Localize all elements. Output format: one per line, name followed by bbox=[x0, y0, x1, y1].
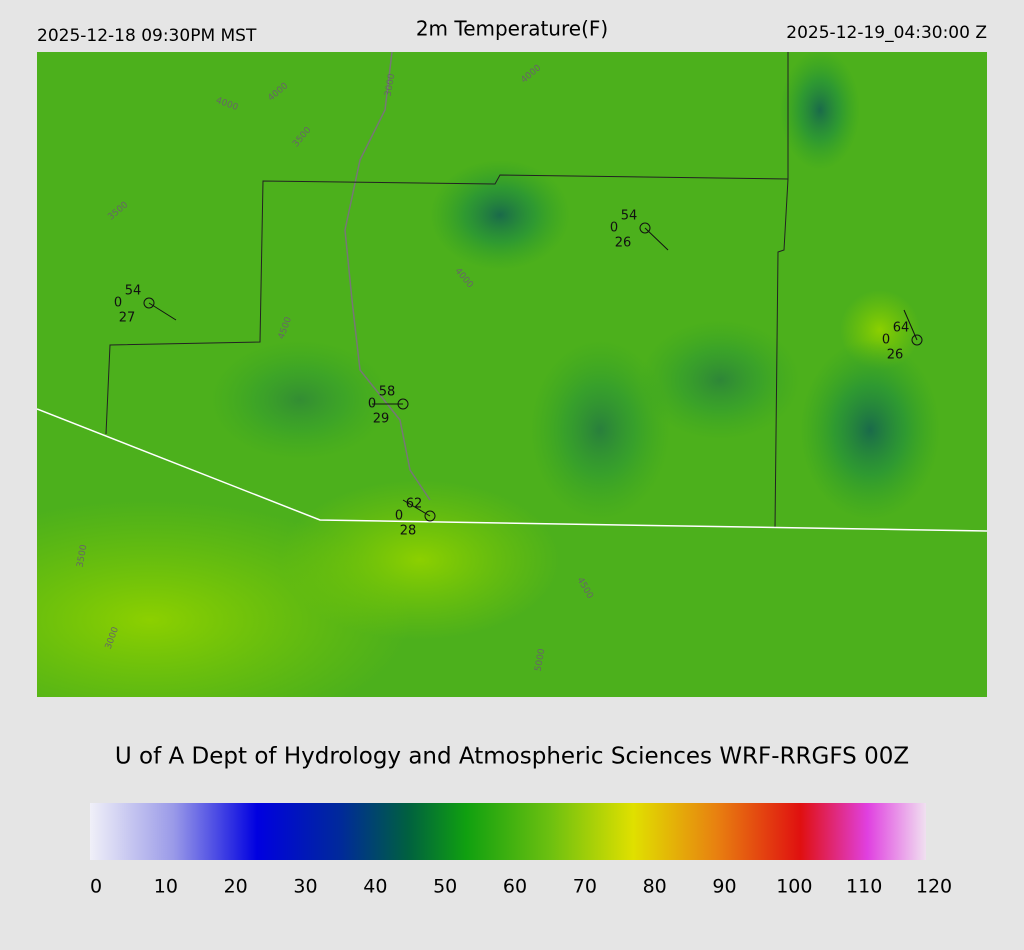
colorbar-tick-label: 80 bbox=[643, 876, 667, 898]
colorbar-tick-label: 40 bbox=[363, 876, 387, 898]
wind-barb bbox=[644, 227, 669, 251]
wind-barb bbox=[903, 309, 918, 341]
cool-area bbox=[780, 52, 860, 170]
valid-time-local: 2025-12-18 09:30PM MST bbox=[37, 26, 257, 46]
temperature: 64 bbox=[893, 321, 910, 336]
footer: U of A Dept of Hydrology and Atmospheric… bbox=[115, 744, 909, 770]
cool-area bbox=[800, 340, 940, 520]
station-circle bbox=[639, 222, 651, 234]
colorbar bbox=[90, 803, 926, 860]
colorbar-tick-label: 110 bbox=[846, 876, 882, 898]
wind-barb bbox=[402, 499, 431, 517]
dewpoint: 27 bbox=[119, 311, 136, 326]
wind: 0 bbox=[368, 397, 376, 412]
wind: 0 bbox=[882, 333, 890, 348]
cool-area bbox=[530, 340, 670, 520]
wind: 0 bbox=[395, 509, 403, 524]
dewpoint: 26 bbox=[887, 348, 904, 363]
wind: 0 bbox=[610, 221, 618, 236]
cool-area bbox=[210, 340, 390, 460]
valid-time-utc: 2025-12-19_04:30:00 Z bbox=[786, 23, 987, 43]
colorbar-tick-label: 70 bbox=[573, 876, 597, 898]
colorbar-tick-label: 20 bbox=[224, 876, 248, 898]
cool-area bbox=[640, 320, 800, 440]
colorbar-tick-label: 90 bbox=[712, 876, 736, 898]
county-border bbox=[105, 52, 789, 529]
temperature: 54 bbox=[125, 284, 142, 299]
station-circle bbox=[424, 510, 436, 522]
dewpoint: 28 bbox=[400, 524, 417, 539]
wind-barb bbox=[148, 302, 177, 321]
map-title: 2m Temperature(F) bbox=[416, 17, 608, 41]
contour-label: 3500 bbox=[76, 544, 90, 569]
colorbar-tick-label: 10 bbox=[154, 876, 178, 898]
colorbar-tick-label: 120 bbox=[916, 876, 952, 898]
colorbar-tick-label: 50 bbox=[433, 876, 457, 898]
map: 4000400040004000300030003500350035004500… bbox=[37, 52, 987, 697]
contour-label: 3000 bbox=[384, 73, 398, 98]
colorbar-tick-label: 30 bbox=[293, 876, 317, 898]
temperature: 58 bbox=[379, 385, 396, 400]
contour-label: 5000 bbox=[534, 648, 548, 673]
wind: 0 bbox=[114, 296, 122, 311]
temperature: 54 bbox=[621, 209, 638, 224]
state-border bbox=[37, 408, 987, 532]
cool-area bbox=[430, 160, 570, 270]
colorbar-ticks: 0 10 20 30 40 50 60 70 80 90 100 110 120 bbox=[90, 876, 952, 898]
dewpoint: 29 bbox=[373, 412, 390, 427]
river bbox=[344, 52, 431, 501]
station-circle bbox=[143, 297, 155, 309]
colorbar-tick-label: 0 bbox=[90, 876, 102, 898]
colorbar-tick-label: 100 bbox=[776, 876, 812, 898]
station-circle bbox=[911, 334, 923, 346]
colorbar-tick-label: 60 bbox=[503, 876, 527, 898]
dewpoint: 26 bbox=[615, 236, 632, 251]
temperature: 62 bbox=[406, 497, 423, 512]
